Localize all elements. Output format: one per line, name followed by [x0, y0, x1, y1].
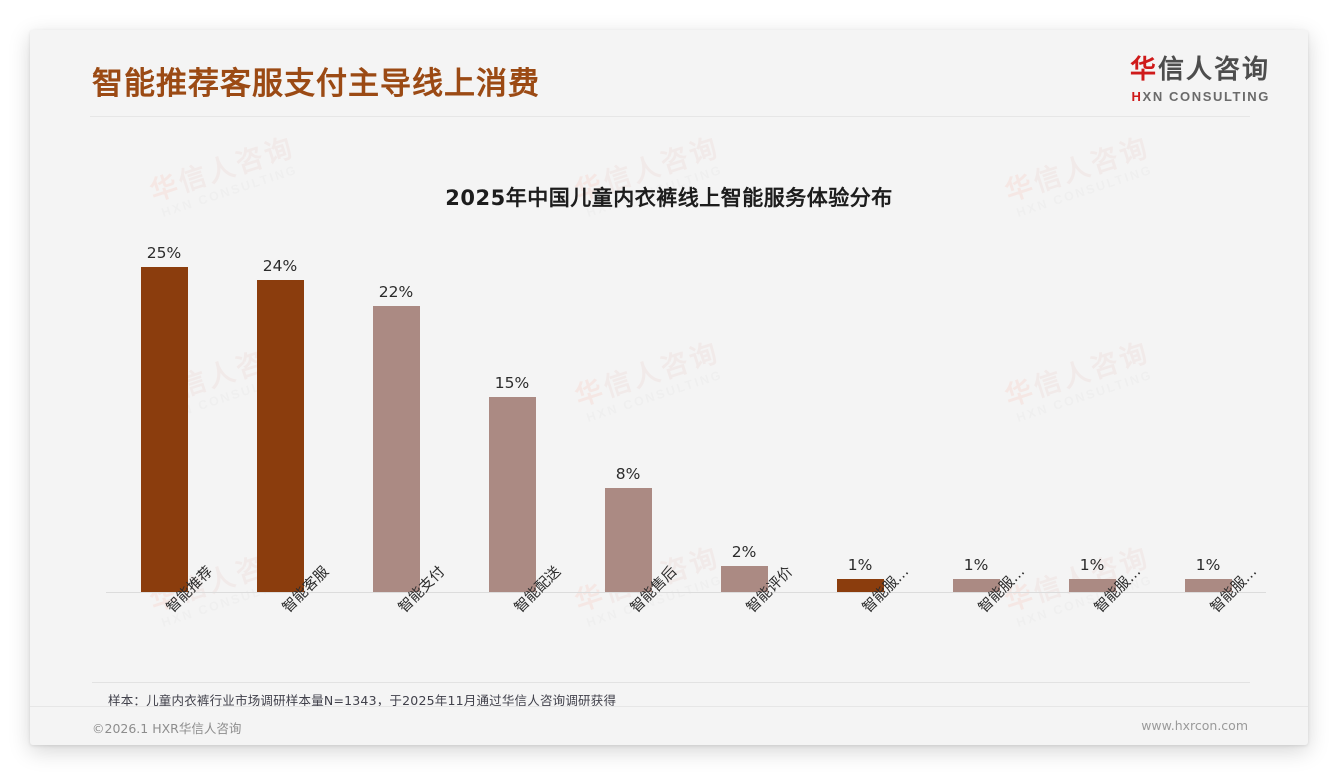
x-axis-label-slot: 智能售后 — [570, 564, 686, 676]
bar[interactable] — [604, 488, 652, 592]
chart-baseline — [106, 592, 1266, 593]
bar-value-label: 15% — [494, 374, 530, 392]
x-axis-label-slot: 智能评价 — [686, 564, 802, 676]
bar-slot[interactable]: 1% — [1034, 228, 1150, 592]
bar[interactable] — [372, 306, 420, 592]
x-axis-label-slot: 智能服… — [1034, 564, 1150, 676]
x-axis-labels: 智能推荐 智能客服 智能支付 智能配送 智能售后 智能评价 智能服… 智能服… 智能服… 智能服… — [78, 564, 1273, 676]
brand-logo-en-accent: H — [1131, 88, 1143, 104]
footnote-divider — [92, 682, 1250, 683]
x-axis-label-slot: 智能配送 — [454, 564, 570, 676]
x-axis-label-slot: 智能客服 — [222, 564, 338, 676]
bar[interactable] — [720, 566, 768, 592]
header-divider — [90, 116, 1250, 117]
brand-logo-en-rest: XN CONSULTING — [1142, 88, 1270, 104]
bar-slot[interactable]: 15% — [454, 228, 570, 592]
slide-footer: ©2026.1 HXR华信人咨询 www.hxrcon.com — [30, 706, 1308, 745]
slide-header: 智能推荐客服支付主导线上消费 华信人咨询 HXN CONSULTING — [30, 30, 1308, 118]
bar-value-label: 1% — [847, 556, 873, 574]
slide-card: 华信人咨询 HXN CONSULTING 华信人咨询 HXN CONSULTING 华信… — [30, 30, 1308, 745]
chart-title: 2025年中国儿童内衣裤线上智能服务体验分布 — [445, 186, 893, 210]
bar-value-label: 22% — [378, 283, 414, 301]
bar-slot[interactable]: 1% — [918, 228, 1034, 592]
bar-value-label: 1% — [1079, 556, 1105, 574]
bar-slot[interactable]: 22% — [338, 228, 454, 592]
bar-value-label: 25% — [146, 244, 182, 262]
page-title: 智能推荐客服支付主导线上消费 — [92, 66, 540, 102]
bar-value-label: 2% — [731, 543, 757, 561]
x-axis-labels-inner: 智能推荐 智能客服 智能支付 智能配送 智能售后 智能评价 智能服… 智能服… 智能服… 智能服… — [106, 564, 1266, 676]
x-axis-label-slot: 智能支付 — [338, 564, 454, 676]
footer-website[interactable]: www.hxrcon.com — [1141, 718, 1248, 733]
bar-chart-plot: 25% 24% 22% 15% 8% 2% 1% 1% 1% 1% — [78, 228, 1273, 593]
bar[interactable] — [1068, 579, 1116, 592]
brand-logo-cn: 华信人咨询 — [1130, 56, 1270, 85]
bar[interactable] — [836, 579, 884, 592]
bar-value-label: 1% — [1195, 556, 1221, 574]
bar-slot[interactable]: 8% — [570, 228, 686, 592]
x-axis-label-slot: 智能推荐 — [106, 564, 222, 676]
bar[interactable] — [256, 280, 304, 592]
bar[interactable] — [488, 397, 536, 592]
bar[interactable] — [140, 267, 188, 592]
bar-slot[interactable]: 2% — [686, 228, 802, 592]
x-axis-label-slot: 智能服… — [802, 564, 918, 676]
chart-area: 2025年中国儿童内衣裤线上智能服务体验分布 25% 24% 22% 15% 8% 2% 1… — [30, 150, 1308, 670]
bar-value-label: 8% — [615, 465, 641, 483]
bar-slot[interactable]: 25% — [106, 228, 222, 592]
x-axis-label-slot: 智能服… — [1150, 564, 1266, 676]
bar-slot[interactable]: 24% — [222, 228, 338, 592]
bar[interactable] — [952, 579, 1000, 592]
brand-logo-en: HXN CONSULTING — [1130, 89, 1270, 104]
bar-series: 25% 24% 22% 15% 8% 2% 1% 1% 1% 1% — [106, 228, 1266, 592]
bar-value-label: 1% — [963, 556, 989, 574]
footnote-text: 样本：儿童内衣裤行业市场调研样本量N=1343，于2025年11月通过华信人咨询… — [108, 693, 617, 708]
bar-slot[interactable]: 1% — [802, 228, 918, 592]
brand-logo-cn-accent: 华 — [1129, 55, 1158, 85]
bar-slot[interactable]: 1% — [1150, 228, 1266, 592]
bar-value-label: 24% — [262, 257, 298, 275]
footer-copyright: ©2026.1 HXR华信人咨询 — [92, 721, 242, 736]
brand-logo-cn-rest: 信人咨询 — [1157, 55, 1270, 85]
brand-logo: 华信人咨询 HXN CONSULTING — [1130, 56, 1270, 104]
x-axis-label-slot: 智能服… — [918, 564, 1034, 676]
bar[interactable] — [1184, 579, 1232, 592]
